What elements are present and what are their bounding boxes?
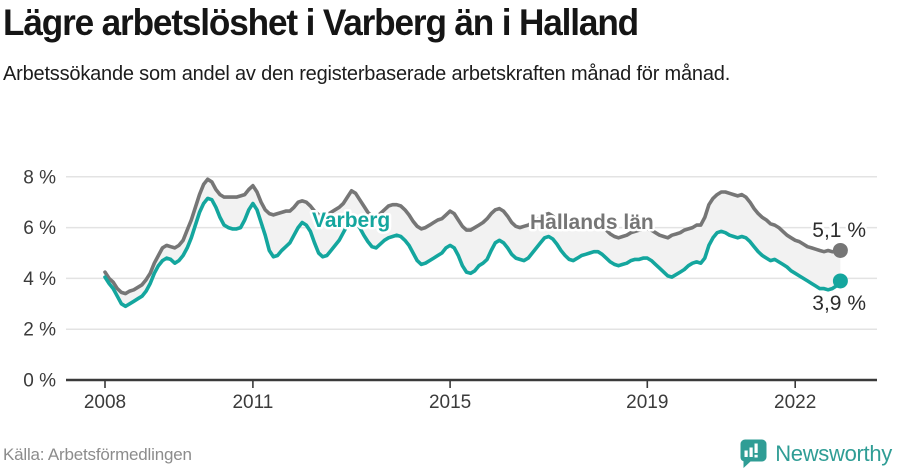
y-axis-label: 6 % [23,218,56,239]
x-axis-label: 2008 [84,392,126,413]
varberg-end-dot [832,273,848,289]
brand-name: Newsworthy [775,440,892,466]
halland-line [103,177,843,296]
x-axis-label: 2011 [232,392,273,413]
x-axis-label: 2015 [429,392,471,413]
y-axis-label: 0 % [23,371,56,392]
varberg-series-label: Varberg [312,209,390,232]
chart-subtitle: Arbetssökande som andel av den registerb… [3,63,731,85]
logo-exclamation-stem [754,443,758,453]
varberg-line [103,196,843,309]
varberg-end-value-label: 3,9 % [812,292,866,315]
x-axis-label: 2022 [774,392,816,413]
halland-end-value-label: 5,1 % [812,219,866,242]
x-axis-label: 2019 [626,392,668,413]
y-axis-label: 4 % [23,269,56,290]
source-text: Källa: Arbetsförmedlingen [3,445,192,464]
newsworthy-logo: Newsworthy [738,438,892,469]
y-gridlines [66,176,877,330]
gap-band-between-series [105,179,841,307]
page-title: Lägre arbetslöshet i Varberg än i Hallan… [3,2,639,43]
x-axis-tick-labels: 2008 2011 2015 2019 2022 [84,392,816,413]
logo-bar-tall [749,447,753,457]
halland-end-dot [832,242,848,258]
y-axis-labels: 0 % 2 % 4 % 6 % 8 % [23,167,56,391]
halland-series-label: Hallands län [530,211,654,234]
logo-bar-short [744,450,748,457]
newsworthy-bubble-icon [740,439,767,468]
y-axis-label: 2 % [23,320,56,341]
logo-exclamation-dot [754,454,758,458]
x-axis-ticks [104,380,797,388]
y-axis-label: 8 % [23,167,56,188]
